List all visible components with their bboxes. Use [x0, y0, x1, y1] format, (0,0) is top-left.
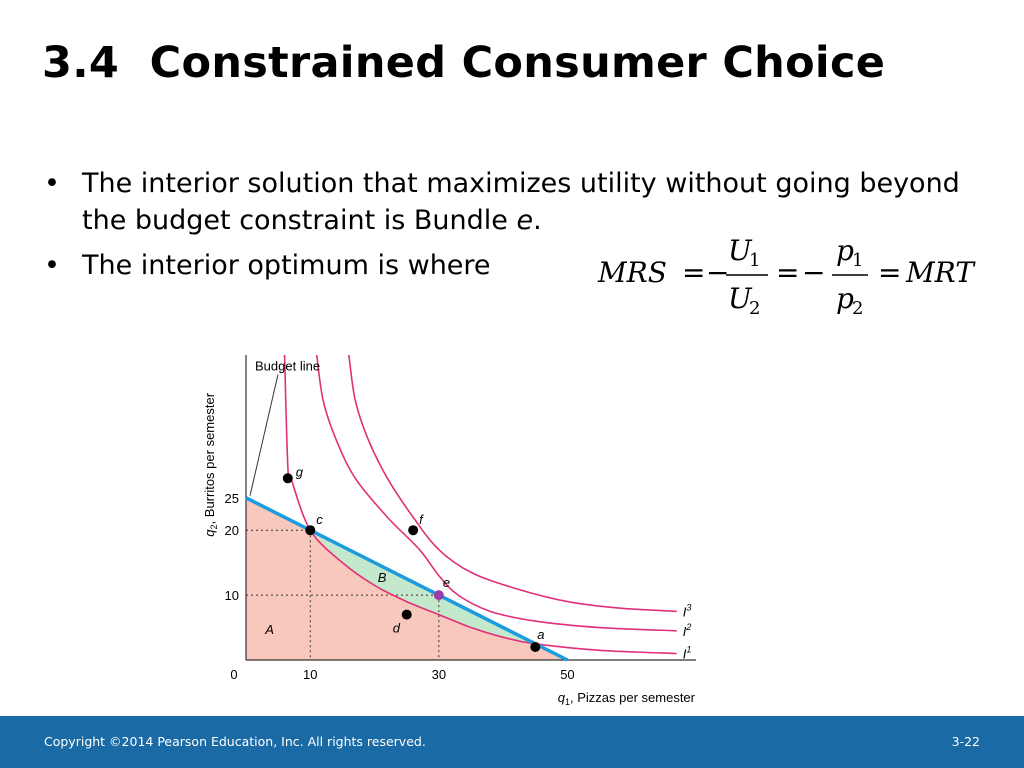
point-g — [282, 473, 293, 484]
footer-page-number: 3-22 — [951, 734, 980, 749]
indifference-curve-superscript: 3 — [686, 602, 691, 612]
point-label-g: g — [296, 464, 304, 479]
bullet-text: The interior solution that maximizes uti… — [82, 168, 960, 236]
indifference-curve-label: I2 — [683, 622, 692, 639]
y-tick-label: 20 — [225, 523, 239, 538]
formula-p-den: p — [836, 282, 854, 315]
formula-minus: − — [802, 256, 825, 289]
point-d — [401, 609, 412, 620]
indifference-curve-superscript: 1 — [686, 645, 691, 655]
point-label-d: d — [393, 621, 401, 636]
indifference-curve-label: I1 — [683, 645, 692, 662]
footer-copyright: Copyright ©2014 Pearson Education, Inc. … — [44, 734, 426, 749]
y-axis-label-text: , Burritos per semester — [202, 392, 217, 524]
y-tick-label: 25 — [225, 491, 239, 506]
x-tick-label: 30 — [432, 667, 446, 682]
x-tick-label: 50 — [560, 667, 574, 682]
x-axis-label-sub: 1 — [565, 697, 570, 707]
point-c — [305, 525, 316, 536]
footer-bar: Copyright ©2014 Pearson Education, Inc. … — [0, 716, 1024, 768]
point-label-c: c — [316, 512, 323, 527]
x-tick-label: 0 — [230, 667, 237, 682]
formula-equals: = — [776, 256, 799, 289]
indifference-curve-label: I3 — [683, 602, 692, 619]
formula-p-den-sub: 2 — [852, 298, 863, 319]
formula-u-den-sub: 2 — [749, 298, 760, 319]
bullet-item: • The interior solution that maximizes u… — [44, 165, 1004, 239]
point-a — [530, 642, 541, 653]
slide-title: 3.4 Constrained Consumer Choice — [42, 38, 886, 88]
region-b-label: B — [378, 570, 387, 585]
budget-line — [245, 496, 569, 662]
y-tick-label: 10 — [225, 588, 239, 603]
budget-line-label: Budget line — [255, 358, 320, 373]
budget-indifference-chart: I1 I2 I3 Budget line g c f e d a A B 0 10 30 50 10 20 25 q1… — [202, 354, 696, 707]
x-axis-label: q1, Pizzas per semester — [558, 690, 696, 707]
point-e — [433, 590, 444, 601]
y-axis-label-sub: 2 — [209, 524, 219, 529]
indifference-curve-3 — [348, 354, 677, 613]
formula-p-num: p — [836, 234, 854, 267]
y-axis-label-group: q2, Burritos per semester — [202, 392, 219, 536]
bullet-dot: • — [44, 168, 60, 199]
point-label-e: e — [443, 575, 450, 590]
formula-equals: = — [878, 256, 901, 289]
bullet-dot: • — [44, 250, 60, 281]
indifference-curve-2 — [315, 354, 677, 632]
x-axis-label-text: , Pizzas per semester — [570, 690, 696, 705]
x-tick-label: 10 — [303, 667, 317, 682]
formula-equals: = — [682, 256, 705, 289]
region-a-label: A — [264, 622, 274, 637]
bullet-emphasis: e — [516, 205, 534, 236]
point-label-a: a — [537, 627, 544, 642]
bullet-text: The interior optimum is where — [82, 250, 491, 281]
bullet-list: • The interior solution that maximizes u… — [44, 165, 1004, 292]
mrs-formula: MRS = − U 1 U 2 = − p 1 p 2 = MRT — [597, 234, 976, 319]
formula-minus: − — [706, 256, 729, 289]
formula-mrt: MRT — [905, 256, 976, 289]
formula-p-num-sub: 1 — [852, 250, 863, 271]
y-axis-label: q2, Burritos per semester — [202, 392, 219, 536]
point-label-f: f — [419, 512, 424, 527]
bullet-item: • The interior optimum is where — [44, 247, 1004, 284]
formula-u-den: U — [728, 282, 753, 315]
formula-mrs: MRS — [597, 256, 667, 289]
formula-u-num-sub: 1 — [749, 250, 760, 271]
indifference-curve-superscript: 2 — [685, 622, 691, 632]
point-f — [408, 525, 419, 536]
budget-line-leader — [249, 374, 279, 496]
bullet-text-end: . — [533, 205, 542, 236]
formula-u-num: U — [728, 234, 753, 267]
